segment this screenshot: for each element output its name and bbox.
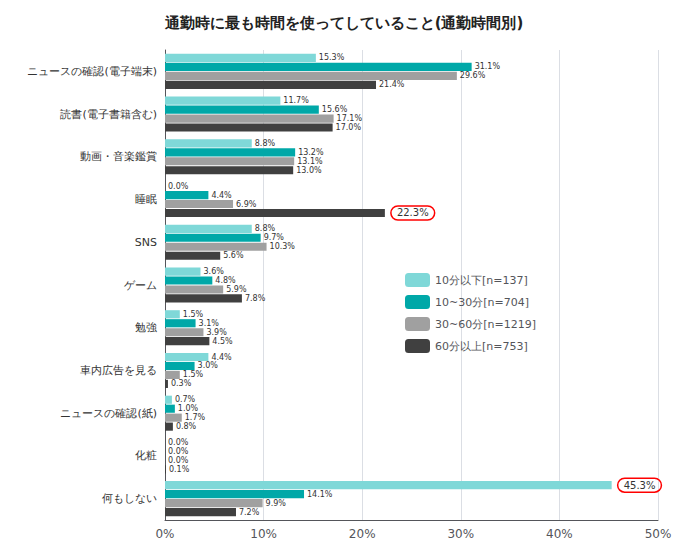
svg-text:50%: 50% <box>645 527 672 541</box>
svg-text:勉強: 勉強 <box>135 321 157 334</box>
svg-text:17.1%: 17.1% <box>337 114 363 123</box>
svg-text:10~30分[n=704]: 10~30分[n=704] <box>435 296 529 309</box>
svg-text:13.1%: 13.1% <box>297 157 323 166</box>
svg-text:1.5%: 1.5% <box>183 310 204 319</box>
svg-text:0.0%: 0.0% <box>168 182 189 191</box>
svg-text:5.6%: 5.6% <box>223 251 244 260</box>
svg-text:0.1%: 0.1% <box>169 465 190 474</box>
svg-text:45.3%: 45.3% <box>624 480 656 491</box>
svg-text:睡眠: 睡眠 <box>135 193 157 206</box>
svg-text:0.0%: 0.0% <box>168 447 189 456</box>
svg-text:4.5%: 4.5% <box>212 337 233 346</box>
svg-text:13.0%: 13.0% <box>296 166 322 175</box>
svg-text:31.1%: 31.1% <box>475 62 501 71</box>
svg-text:21.4%: 21.4% <box>379 80 405 89</box>
svg-text:1.5%: 1.5% <box>183 370 204 379</box>
svg-text:8.8%: 8.8% <box>255 139 276 148</box>
svg-text:30%: 30% <box>447 527 474 541</box>
svg-text:40%: 40% <box>546 527 573 541</box>
svg-text:0.0%: 0.0% <box>168 438 189 447</box>
svg-text:20%: 20% <box>349 527 376 541</box>
svg-text:0.7%: 0.7% <box>175 395 196 404</box>
svg-text:1.0%: 1.0% <box>178 404 199 413</box>
svg-text:4.8%: 4.8% <box>215 276 236 285</box>
svg-text:通勤時に最も時間を使ってしていること(通勤時間別): 通勤時に最も時間を使ってしていること(通勤時間別) <box>164 14 524 32</box>
svg-text:11.7%: 11.7% <box>283 96 309 105</box>
svg-text:9.7%: 9.7% <box>264 233 285 242</box>
svg-text:4.4%: 4.4% <box>211 353 232 362</box>
svg-text:13.2%: 13.2% <box>298 148 324 157</box>
svg-text:化粧: 化粧 <box>135 449 157 462</box>
svg-text:17.0%: 17.0% <box>336 123 362 132</box>
svg-text:10%: 10% <box>250 527 277 541</box>
svg-text:0%: 0% <box>155 527 174 541</box>
svg-text:何もしない: 何もしない <box>102 492 157 505</box>
svg-text:10分以下[n=137]: 10分以下[n=137] <box>435 274 528 287</box>
svg-text:3.9%: 3.9% <box>206 328 227 337</box>
svg-text:22.3%: 22.3% <box>397 207 429 218</box>
svg-text:3.0%: 3.0% <box>198 361 219 370</box>
svg-text:ニュースの確認(電子端末): ニュースの確認(電子端末) <box>27 65 157 78</box>
svg-text:3.6%: 3.6% <box>203 267 224 276</box>
svg-text:1.7%: 1.7% <box>185 413 206 422</box>
svg-text:0.3%: 0.3% <box>171 379 192 388</box>
svg-text:ニュースの確認(紙): ニュースの確認(紙) <box>60 407 157 420</box>
svg-text:ゲーム: ゲーム <box>124 279 157 292</box>
svg-text:読書(電子書籍含む): 読書(電子書籍含む) <box>60 108 157 121</box>
svg-text:8.8%: 8.8% <box>255 224 276 233</box>
svg-text:9.9%: 9.9% <box>266 499 287 508</box>
svg-text:30~60分[n=1219]: 30~60分[n=1219] <box>435 318 536 331</box>
svg-text:60分以上[n=753]: 60分以上[n=753] <box>435 340 528 353</box>
svg-text:15.3%: 15.3% <box>319 53 345 62</box>
svg-text:動画・音楽鑑賞: 動画・音楽鑑賞 <box>80 150 157 163</box>
svg-text:SNS: SNS <box>135 236 157 249</box>
svg-text:0.0%: 0.0% <box>168 456 189 465</box>
svg-text:車内広告を見る: 車内広告を見る <box>80 364 157 377</box>
svg-text:7.8%: 7.8% <box>245 294 266 303</box>
svg-text:29.6%: 29.6% <box>460 71 486 80</box>
svg-text:0.8%: 0.8% <box>176 422 197 431</box>
svg-text:10.3%: 10.3% <box>270 242 296 251</box>
svg-text:5.9%: 5.9% <box>226 285 247 294</box>
svg-text:6.9%: 6.9% <box>236 200 257 209</box>
svg-text:3.1%: 3.1% <box>199 319 220 328</box>
svg-text:15.6%: 15.6% <box>322 105 348 114</box>
svg-text:7.2%: 7.2% <box>239 508 260 517</box>
svg-text:4.4%: 4.4% <box>211 191 232 200</box>
svg-text:14.1%: 14.1% <box>307 490 333 499</box>
